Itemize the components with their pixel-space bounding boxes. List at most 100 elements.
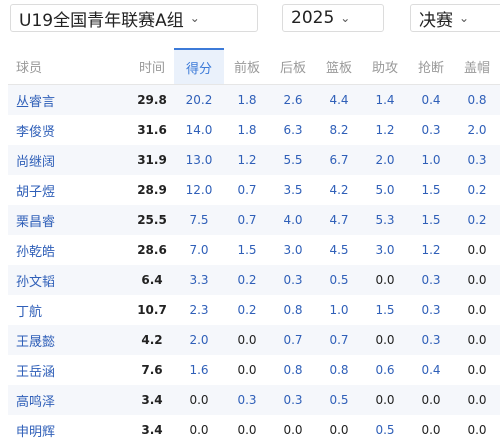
table-row[interactable]: 李俊贤 31.6 14.0 1.8 6.3 8.2 1.2 0.3 2.0 <box>8 115 500 145</box>
stat-cell: 0.3 <box>283 273 303 287</box>
table-row[interactable]: 尚继阔 31.9 13.0 1.2 5.5 6.7 2.0 1.0 0.3 <box>8 145 500 175</box>
stat-cell: 3.5 <box>283 183 303 197</box>
stat-cell: 1.5 <box>421 183 441 197</box>
stat-cell: 0.0 <box>237 423 257 437</box>
column-header-assists[interactable]: 助攻 <box>371 60 398 76</box>
stat-cell: 6.3 <box>283 123 303 137</box>
stat-cell: 0.2 <box>467 183 487 197</box>
stat-cell: 14.0 <box>185 123 213 137</box>
column-header-steals[interactable]: 抢断 <box>417 60 444 76</box>
player-name-link[interactable]: 胡子煜 <box>16 184 56 200</box>
stat-cell: 0.0 <box>329 423 349 437</box>
stat-cell: 0.3 <box>421 303 441 317</box>
stage-dropdown-value: 决赛 <box>419 10 453 31</box>
player-name-link[interactable]: 丛睿言 <box>16 94 56 110</box>
stat-cell: 0.6 <box>375 363 395 377</box>
chevron-down-icon: ⌄ <box>189 11 200 25</box>
column-header-points[interactable]: 得分 <box>174 48 224 84</box>
table-row[interactable]: 丁航 10.7 2.3 0.2 0.8 1.0 1.5 0.3 0.0 <box>8 295 500 325</box>
player-name-link[interactable]: 李俊贤 <box>16 124 56 140</box>
stat-cell: 1.4 <box>375 93 395 107</box>
stat-cell: 1.2 <box>237 153 257 167</box>
table-row[interactable]: 王岳涵 7.6 1.6 0.0 0.8 0.8 0.6 0.4 0.0 <box>8 355 500 385</box>
table-row[interactable]: 栗昌睿 25.5 7.5 0.7 4.0 4.7 5.3 1.5 0.2 <box>8 205 500 235</box>
player-name-link[interactable]: 孙乾皓 <box>16 244 56 260</box>
stat-cell: 4.0 <box>283 213 303 227</box>
table-body: 丛睿言 29.8 20.2 1.8 2.6 4.4 1.4 0.4 0.8 李俊贤 31.6 14.0… <box>8 85 500 445</box>
table-row[interactable]: 丛睿言 29.8 20.2 1.8 2.6 4.4 1.4 0.4 0.8 <box>8 85 500 115</box>
stat-cell: 0.0 <box>237 363 257 377</box>
stat-cell: 0.5 <box>329 393 349 407</box>
stat-cell: 1.2 <box>421 243 441 257</box>
stat-cell: 29.8 <box>137 93 167 107</box>
player-name-link[interactable]: 高鸣泽 <box>16 394 56 410</box>
player-name-link[interactable]: 孙文韬 <box>16 274 56 290</box>
stat-cell: 1.5 <box>375 303 395 317</box>
column-header-def-reb[interactable]: 后板 <box>279 60 306 76</box>
player-name-link[interactable]: 尚继阔 <box>16 154 56 170</box>
table-row[interactable]: 申明辉 3.4 0.0 0.0 0.0 0.0 0.5 0.0 0.0 <box>8 415 500 445</box>
player-name-link[interactable]: 王晟懿 <box>16 334 56 350</box>
table-row[interactable]: 高鸣泽 3.4 0.0 0.3 0.3 0.5 0.0 0.0 0.0 <box>8 385 500 415</box>
stat-cell: 1.5 <box>237 243 257 257</box>
stat-cell: 6.7 <box>329 153 349 167</box>
table-row[interactable]: 王晟懿 4.2 2.0 0.0 0.7 0.7 0.0 0.3 0.0 <box>8 325 500 355</box>
stat-cell: 0.0 <box>283 423 303 437</box>
stat-cell: 0.8 <box>283 363 303 377</box>
column-header-off-reb[interactable]: 前板 <box>233 60 260 76</box>
stat-cell: 0.0 <box>467 333 487 347</box>
table-row[interactable]: 孙文韬 6.4 3.3 0.2 0.3 0.5 0.0 0.3 0.0 <box>8 265 500 295</box>
stat-cell: 0.4 <box>421 363 441 377</box>
stat-cell: 0.0 <box>375 393 395 407</box>
player-name-link[interactable]: 丁航 <box>16 304 43 320</box>
stat-cell: 0.2 <box>467 213 487 227</box>
stat-cell: 0.2 <box>237 273 257 287</box>
column-header-blocks[interactable]: 盖帽 <box>463 60 490 76</box>
stat-cell: 0.3 <box>421 123 441 137</box>
year-dropdown[interactable]: 2025 ⌄ <box>282 4 384 32</box>
stat-cell: 2.3 <box>189 303 209 317</box>
player-name-link[interactable]: 栗昌睿 <box>16 214 56 230</box>
stat-cell: 5.3 <box>375 213 395 227</box>
stat-cell: 1.8 <box>237 93 257 107</box>
table-row[interactable]: 孙乾皓 28.6 7.0 1.5 3.0 4.5 3.0 1.2 0.0 <box>8 235 500 265</box>
stat-cell: 28.6 <box>137 243 167 257</box>
stat-cell: 2.6 <box>283 93 303 107</box>
stat-cell: 0.0 <box>467 363 487 377</box>
table-header: 球员 时间 得分 前板 后板 篮板 助攻 抢断 盖帽 失 <box>8 48 500 85</box>
stat-cell: 31.6 <box>137 123 167 137</box>
table-row[interactable]: 胡子煜 28.9 12.0 0.7 3.5 4.2 5.0 1.5 0.2 <box>8 175 500 205</box>
stat-cell: 0.7 <box>283 333 303 347</box>
column-header-player[interactable]: 球员 <box>16 60 43 76</box>
stat-cell: 0.7 <box>329 333 349 347</box>
stat-cell: 0.8 <box>329 363 349 377</box>
stat-cell: 3.4 <box>141 423 163 437</box>
stat-cell: 0.3 <box>421 333 441 347</box>
stat-cell: 0.5 <box>329 273 349 287</box>
stat-cell: 20.2 <box>185 93 213 107</box>
column-header-time[interactable]: 时间 <box>138 60 165 76</box>
stat-cell: 4.2 <box>329 183 349 197</box>
player-name-link[interactable]: 王岳涵 <box>16 364 56 380</box>
stage-dropdown[interactable]: 决赛 ⌄ <box>410 4 500 32</box>
stat-cell: 1.8 <box>237 123 257 137</box>
chevron-down-icon: ⌄ <box>340 11 351 25</box>
stat-cell: 0.0 <box>375 273 395 287</box>
stat-cell: 1.6 <box>189 363 209 377</box>
stat-cell: 0.3 <box>283 393 303 407</box>
stat-cell: 0.0 <box>189 393 209 407</box>
stat-cell: 7.0 <box>189 243 209 257</box>
player-name-link[interactable]: 申明辉 <box>16 424 56 440</box>
column-header-rebounds[interactable]: 篮板 <box>325 60 352 76</box>
stat-cell: 1.0 <box>421 153 441 167</box>
stat-cell: 28.9 <box>137 183 167 197</box>
stat-cell: 0.0 <box>375 333 395 347</box>
stat-cell: 0.3 <box>237 393 257 407</box>
stat-cell: 3.4 <box>141 393 163 407</box>
stat-cell: 4.4 <box>329 93 349 107</box>
stat-cell: 3.0 <box>375 243 395 257</box>
stat-cell: 0.7 <box>237 183 257 197</box>
stat-cell: 0.4 <box>421 93 441 107</box>
league-dropdown[interactable]: U19全国青年联赛A组 ⌄ <box>10 4 258 32</box>
chevron-down-icon: ⌄ <box>459 11 470 25</box>
